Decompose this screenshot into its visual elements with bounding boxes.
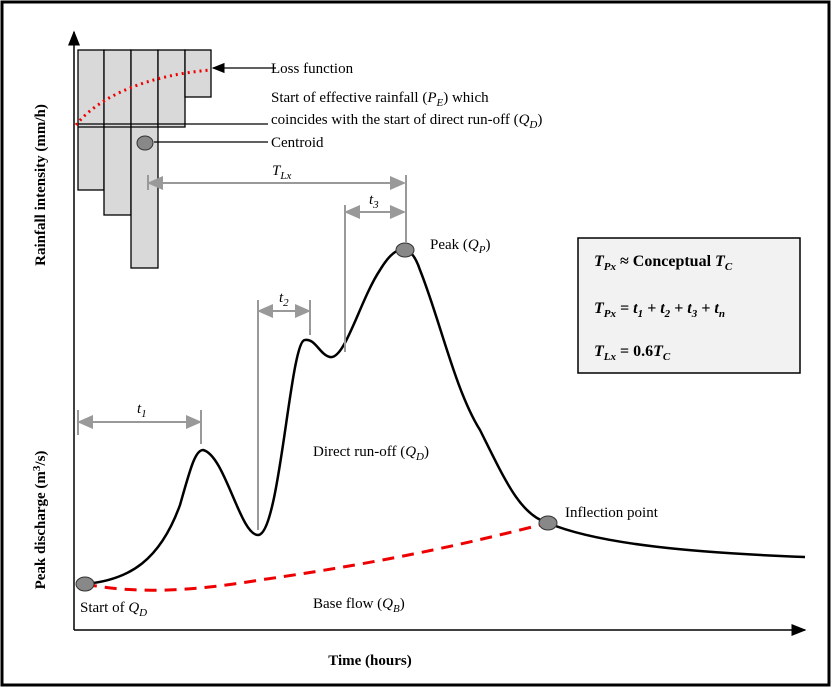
- text-part: T: [653, 343, 664, 360]
- text-part: t: [137, 401, 142, 417]
- text-part: T: [272, 163, 282, 179]
- text-part: Px: [604, 308, 617, 320]
- text-part: +: [643, 300, 660, 317]
- text-part: T: [715, 253, 726, 270]
- text-part: t: [633, 300, 638, 317]
- label: Peak (QP): [430, 237, 490, 256]
- label: Base flow (QB): [313, 596, 405, 615]
- label: Direct run-off (QD): [313, 444, 429, 463]
- text-part: 3: [31, 465, 43, 471]
- text-part: Q: [382, 596, 393, 612]
- text-part: ): [485, 237, 490, 253]
- formulas: TPx ≈ Conceptual TC TPx = t1 + t2 + t3 +…: [594, 253, 733, 363]
- loss-curve: [74, 68, 212, 126]
- text-part: ≈ Conceptual: [616, 253, 715, 270]
- label: TLx: [272, 163, 291, 182]
- text-part: Q: [405, 444, 416, 460]
- text-part: P: [426, 90, 436, 106]
- text-part: t: [687, 300, 692, 317]
- text-part: t: [279, 290, 284, 306]
- text-part: 1: [638, 308, 644, 320]
- text-part: Lx: [603, 351, 617, 363]
- label: t2: [279, 290, 289, 309]
- formula-box: [577, 237, 801, 374]
- text-part: ) which: [443, 90, 489, 106]
- label: coincides with the start of direct run-o…: [271, 112, 542, 131]
- text-part: Direct run-off (: [313, 444, 405, 460]
- text-part: D: [415, 451, 424, 463]
- text-part: Start of effective rainfall (: [271, 90, 427, 106]
- text-part: 3: [372, 199, 379, 211]
- text-part: +: [670, 300, 687, 317]
- text-part: coincides with the start of direct run-o…: [271, 112, 519, 128]
- hyetograph: [77, 49, 212, 269]
- text-part: Peak (: [430, 237, 468, 253]
- label: Loss function: [271, 61, 354, 77]
- text-part: t: [369, 192, 374, 208]
- text-part: = 0.6: [616, 343, 653, 360]
- text-part: Q: [128, 600, 139, 616]
- annotation-lines: [77, 62, 407, 530]
- y-axis-label: Peak discharge (m3/s): [31, 451, 49, 590]
- text-part: ): [400, 596, 405, 612]
- text-part: Q: [519, 112, 530, 128]
- text-part: Q: [468, 237, 479, 253]
- text-part: B: [393, 603, 400, 615]
- text-part: +: [697, 300, 714, 317]
- label: t3: [369, 192, 379, 211]
- text-part: =: [616, 300, 633, 317]
- label: Start of QD: [80, 600, 147, 619]
- text-part: 1: [141, 408, 147, 420]
- text-part: D: [138, 607, 147, 619]
- text-part: Px: [604, 261, 617, 273]
- points: [75, 135, 558, 592]
- text-part: /s): [33, 451, 49, 467]
- text-part: Peak discharge (m: [33, 471, 49, 590]
- text-part: 2: [664, 308, 671, 320]
- text-part: T: [594, 300, 605, 317]
- text-part: Lx: [279, 170, 291, 182]
- formula: TLx = 0.6TC: [594, 343, 671, 363]
- label: Inflection point: [565, 505, 659, 521]
- label: t1: [137, 401, 147, 420]
- formula: TPx = t1 + t2 + t3 + tn: [594, 300, 725, 320]
- text-part: P: [478, 244, 486, 256]
- x-axis-label: Time (hours): [328, 653, 411, 669]
- text-part: C: [663, 351, 671, 363]
- axes: [68, 30, 807, 636]
- label: Start of effective rainfall (PE) which: [271, 90, 489, 109]
- text-part: Start of: [80, 600, 128, 616]
- hydrograph: [84, 248, 806, 586]
- text-part: Base flow (: [313, 596, 382, 612]
- y-axis-label: Rainfall intensity (mm/h): [33, 104, 49, 266]
- text-part: ): [537, 112, 542, 128]
- text-part: 2: [283, 297, 289, 309]
- base-flow: [84, 521, 549, 592]
- formula: TPx ≈ Conceptual TC: [594, 253, 733, 273]
- text-part: t: [714, 300, 719, 317]
- text-part: D: [528, 119, 537, 131]
- text-part: t: [660, 300, 665, 317]
- text-part: 3: [691, 308, 698, 320]
- text-part: T: [594, 253, 605, 270]
- label: Centroid: [271, 135, 324, 151]
- text-part: E: [436, 97, 444, 109]
- text-part: T: [594, 343, 605, 360]
- text-part: ): [424, 444, 429, 460]
- text-part: n: [719, 308, 725, 320]
- text-part: C: [725, 261, 733, 273]
